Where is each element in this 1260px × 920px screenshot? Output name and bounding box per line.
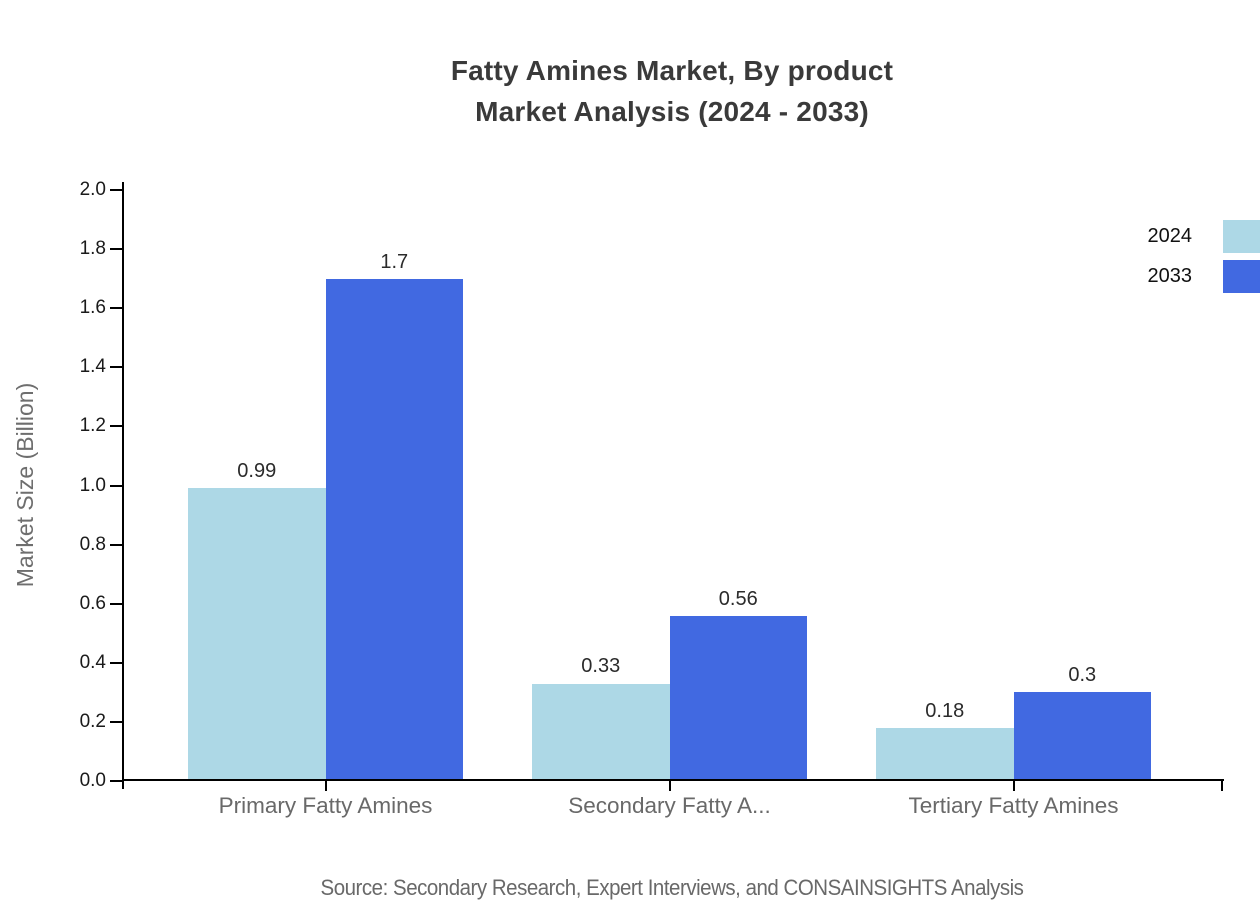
legend-swatch-2033 — [1223, 260, 1260, 293]
y-tick — [110, 661, 122, 664]
y-tick — [110, 307, 122, 310]
bar-2024-secondary-fatty-a[interactable] — [532, 683, 670, 779]
x-tick — [1012, 781, 1015, 791]
chart-title-line2: Market Analysis (2024 - 2033) — [475, 96, 869, 127]
legend-label-2033: 2033 — [1147, 265, 1193, 287]
y-tick-label: 0.6 — [79, 592, 106, 614]
chart-title: Fatty Amines Market, By product Market A… — [122, 50, 1222, 132]
y-tick-label: 1.0 — [79, 474, 106, 496]
bar-2033-secondary-fatty-a[interactable] — [669, 615, 807, 779]
chart-title-line1: Fatty Amines Market, By product — [450, 55, 894, 86]
bar-2033-tertiary-fatty-amines[interactable] — [1013, 692, 1151, 779]
x-category-label-tertiary-fatty-amines: Tertiary Fatty Amines — [908, 793, 1119, 818]
x-axis-end-tick — [1221, 781, 1223, 791]
y-axis-line — [122, 182, 124, 789]
x-axis-line — [122, 779, 1224, 781]
bar-value-label: 0.18 — [925, 699, 965, 722]
bar-value-label: 0.3 — [1068, 664, 1097, 687]
y-tick — [110, 366, 122, 369]
legend-swatch-2024 — [1223, 220, 1260, 253]
y-tick-label: 0.4 — [79, 651, 106, 673]
y-tick-label: 1.8 — [79, 238, 106, 260]
y-tick-label: 1.2 — [79, 415, 106, 437]
legend: 2024 2033 — [1148, 220, 1260, 300]
bar-value-label: 0.33 — [581, 655, 621, 678]
y-tick-label: 0.0 — [79, 770, 106, 791]
y-tick — [110, 780, 122, 782]
legend-item-2024[interactable]: 2024 — [1148, 220, 1260, 253]
legend-label-2024: 2024 — [1147, 225, 1193, 247]
x-category-label-primary-fatty-amines: Primary Fatty Amines — [218, 793, 433, 818]
y-tick — [110, 484, 122, 487]
y-tick-label: 2.0 — [79, 179, 106, 200]
y-tick-label: 0.2 — [79, 710, 106, 732]
bar-value-label: 1.7 — [380, 250, 409, 273]
y-tick — [110, 248, 122, 251]
bar-value-label: 0.99 — [237, 460, 277, 483]
y-tick-label: 1.4 — [79, 356, 106, 378]
source-note: Source: Secondary Research, Expert Inter… — [320, 875, 1024, 900]
y-tick — [110, 602, 122, 605]
bar-2033-primary-fatty-amines[interactable] — [325, 278, 463, 779]
y-tick — [110, 543, 122, 546]
legend-item-2033[interactable]: 2033 — [1148, 260, 1260, 293]
bar-2024-primary-fatty-amines[interactable] — [188, 488, 326, 779]
x-tick — [324, 781, 327, 791]
y-tick — [110, 720, 122, 723]
bar-value-label: 0.56 — [718, 587, 758, 610]
bar-2024-tertiary-fatty-amines[interactable] — [876, 727, 1014, 779]
x-tick — [668, 781, 671, 791]
y-tick — [110, 189, 122, 191]
plot-area: 0.0 0.2 0.4 0.6 0.8 1.0 1.2 1.4 1.6 1.8 2.0 0.99 1.7… — [80, 179, 1224, 818]
y-tick — [110, 425, 122, 428]
y-tick-label: 1.6 — [79, 297, 106, 319]
x-category-label-secondary-fatty-a: Secondary Fatty A... — [568, 793, 771, 818]
y-tick-label: 0.8 — [79, 533, 106, 555]
